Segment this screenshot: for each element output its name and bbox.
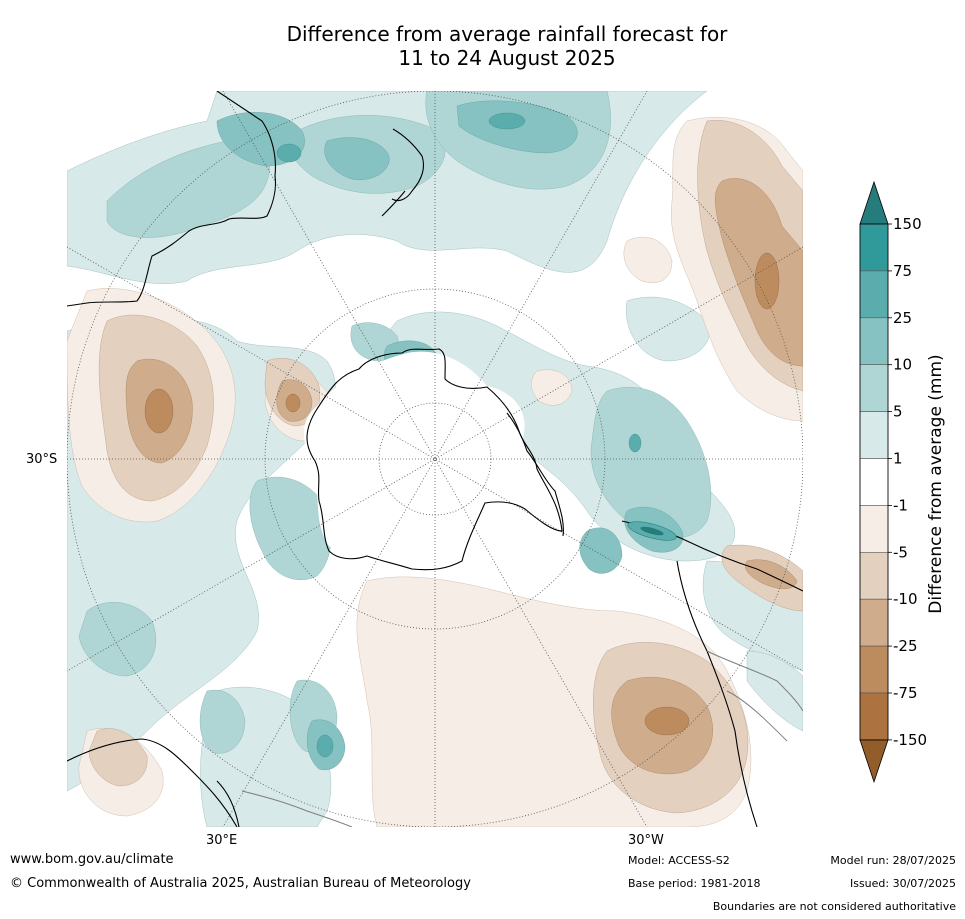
title-line-2: 11 to 24 August 2025 <box>398 46 616 70</box>
coastlines <box>67 91 803 827</box>
colorbar-band <box>859 317 889 366</box>
colorbar-swatches <box>859 180 889 784</box>
australia-coast <box>67 91 276 307</box>
antarctica-interior <box>303 351 550 573</box>
colorbar-band <box>859 223 889 272</box>
chart-title: Difference from average rainfall forecas… <box>0 22 965 70</box>
colorbar-tick-label: -150 <box>893 731 927 749</box>
madagascar-coast <box>216 780 240 827</box>
colorbar-band <box>859 692 889 741</box>
anomaly-wet-25-75-regions <box>276 112 642 758</box>
colorbar: 150 75 25 10 5 1 -1 -5 -10 -25 -75 -150 <box>859 180 927 784</box>
footer-issued: Issued: 30/07/2025 <box>849 877 956 890</box>
colorbar-tick-label: 10 <box>893 356 912 374</box>
colorbar-tick-label: 150 <box>893 215 922 233</box>
colorbar-tick-label: 75 <box>893 262 912 280</box>
colorbar-tick-label: -1 <box>893 496 908 514</box>
colorbar-tick-label: 25 <box>893 309 912 327</box>
colorbar-band <box>859 458 889 506</box>
graticule <box>67 91 803 827</box>
colorbar-tick-label: -5 <box>893 543 908 561</box>
lon-label-30w: 30°W <box>628 833 664 848</box>
antarctica-coast <box>306 348 563 571</box>
new-zealand-south-island <box>381 190 406 217</box>
colorbar-band <box>859 411 889 459</box>
footer-website: www.bom.gov.au/climate <box>10 852 174 867</box>
new-zealand-north-island <box>391 128 425 202</box>
colorbar-extend-bottom <box>859 739 889 784</box>
colorbar-band <box>859 364 889 412</box>
colorbar-band <box>859 270 889 319</box>
south-america-east-coast <box>676 560 758 827</box>
anomaly-dry-25-75-regions <box>144 252 780 736</box>
andes-wet-core <box>627 521 677 541</box>
colorbar-tick-label: -75 <box>893 684 918 702</box>
colorbar-band <box>859 551 889 600</box>
colorbar-tick-label: -10 <box>893 590 918 608</box>
southern-africa-coast <box>67 738 238 827</box>
colorbar-tick-labels: 150 75 25 10 5 1 -1 -5 -10 -25 -75 -150 <box>888 215 927 749</box>
title-line-1: Difference from average rainfall forecas… <box>286 22 728 46</box>
colorbar-extend-top <box>859 180 889 225</box>
rainfall-anomaly-map <box>67 91 803 827</box>
colorbar-tick-label: 1 <box>893 450 903 468</box>
lon-label-30e: 30°E <box>206 833 238 848</box>
footer-copyright: © Commonwealth of Australia 2025, Austra… <box>10 876 471 891</box>
footer-disclaimer: Boundaries are not considered authoritat… <box>712 900 956 913</box>
colorbar-tick-label: 5 <box>893 403 903 421</box>
colorbar-title-text: Difference from average (mm) <box>926 354 946 614</box>
country-boundaries <box>241 650 803 827</box>
footer-model-run: Model run: 28/07/2025 <box>830 854 956 867</box>
footer-base-period: Base period: 1981-2018 <box>628 877 761 890</box>
lat-label-30s: 30°S <box>26 452 58 467</box>
colorbar-band <box>859 645 889 694</box>
colorbar-band <box>859 505 889 553</box>
footer-model: Model: ACCESS-S2 <box>628 854 730 867</box>
antarctic-peninsula-coast <box>506 412 564 537</box>
colorbar-outline <box>859 223 889 741</box>
colorbar-band <box>859 598 889 647</box>
colorbar-tick-label: -25 <box>893 637 918 655</box>
